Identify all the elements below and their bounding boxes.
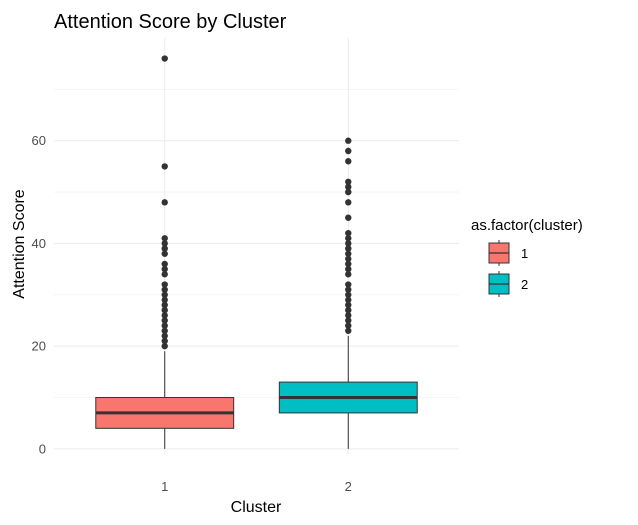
outlier-point — [161, 337, 168, 345]
box-cluster-1 — [95, 55, 235, 449]
outlier-point — [345, 147, 352, 155]
outlier-point — [161, 342, 168, 350]
outlier-point — [345, 240, 352, 247]
outlier-point — [161, 327, 168, 334]
outlier-point — [345, 250, 352, 257]
legend-title: as.factor(cluster) — [471, 217, 583, 234]
outlier-point — [161, 332, 168, 340]
outlier-point — [345, 281, 352, 288]
outlier-point — [345, 188, 352, 196]
outlier-point — [345, 265, 352, 273]
outlier-point — [161, 265, 168, 273]
outlier-point — [161, 163, 168, 170]
y-tick-label: 20 — [32, 339, 46, 354]
x-tick-label: 2 — [345, 479, 352, 494]
outlier-point — [161, 245, 168, 252]
outlier-point — [345, 312, 352, 319]
outlier-point — [161, 291, 168, 298]
outlier-point — [345, 229, 352, 237]
outlier-point — [345, 317, 352, 324]
outlier-point — [345, 322, 352, 329]
outlier-point — [161, 322, 168, 329]
y-tick-label: 40 — [32, 236, 46, 251]
outlier-point — [345, 286, 352, 293]
y-tick-labels: 0 20 40 60 — [32, 133, 46, 456]
y-tick-label: 60 — [32, 133, 46, 148]
legend-label: 1 — [521, 246, 528, 261]
y-axis-title: Attention Score — [11, 189, 28, 299]
boxes — [95, 55, 418, 449]
outlier-point — [345, 296, 352, 304]
outlier-point — [345, 301, 352, 309]
outlier-point — [345, 158, 352, 165]
chart-title: Attention Score by Cluster — [54, 11, 287, 33]
box-cluster-2 — [278, 137, 418, 449]
outlier-point — [345, 291, 352, 298]
outlier-point — [161, 240, 168, 247]
outlier-point — [345, 178, 352, 186]
outlier-point — [345, 214, 352, 221]
outlier-point — [345, 137, 352, 144]
x-tick-label: 1 — [161, 479, 168, 494]
outlier-point — [161, 260, 168, 268]
outlier-point — [161, 317, 168, 324]
legend: as.factor(cluster) 12 — [471, 217, 583, 297]
outlier-point — [161, 199, 168, 206]
outlier-point — [345, 245, 352, 252]
outlier-point — [161, 55, 168, 62]
y-tick-label: 0 — [39, 441, 46, 456]
legend-key-2: 2 — [488, 271, 528, 297]
outlier-point — [161, 281, 168, 288]
outlier-point — [161, 235, 168, 242]
outlier-point — [345, 271, 352, 278]
outlier-point — [161, 296, 168, 304]
legend-key-1: 1 — [488, 240, 528, 266]
outlier-point — [161, 250, 168, 257]
outlier-point — [345, 327, 352, 334]
outlier-point — [345, 255, 352, 263]
outlier-point — [345, 306, 352, 314]
outlier-point — [345, 199, 352, 206]
outlier-point — [161, 271, 168, 278]
legend-keys: 12 — [488, 240, 528, 297]
outlier-point — [161, 312, 168, 319]
outlier-point — [161, 301, 168, 309]
outlier-point — [161, 306, 168, 314]
x-axis-title: Cluster — [231, 499, 282, 516]
outlier-point — [345, 235, 352, 242]
outlier-point — [345, 183, 352, 191]
legend-label: 2 — [521, 277, 528, 292]
outlier-point — [161, 286, 168, 293]
outlier-point — [345, 260, 352, 268]
